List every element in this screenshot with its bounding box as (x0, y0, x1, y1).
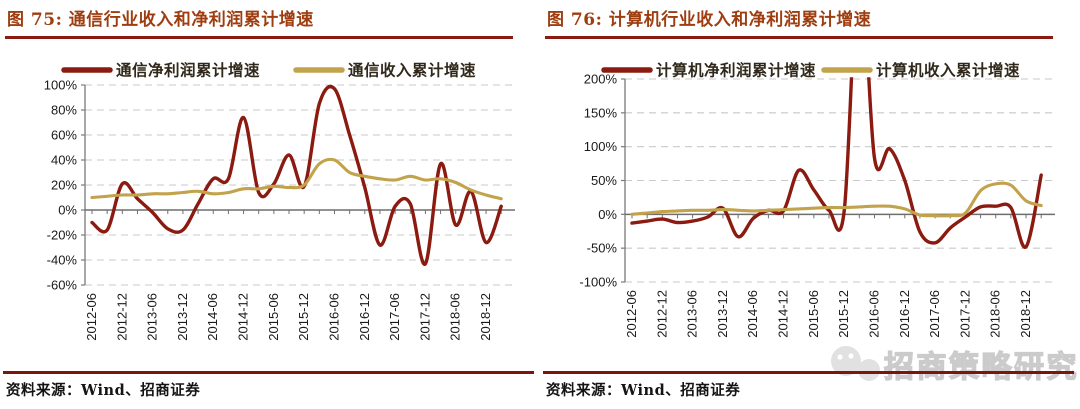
x-tick-labels: 2012-06 2012-12 2013-06 2013-12 2014-06 2014-… (84, 293, 493, 341)
x-tick-label: 2017-06 (387, 293, 402, 341)
y-tick-label: 60% (51, 128, 77, 143)
series-lines (90, 84, 503, 266)
x-tick-label: 2018-06 (988, 290, 1003, 338)
series-lines (630, 77, 1043, 249)
y-tick-label: -20% (47, 228, 78, 243)
figure-76-title: 图 76: 计算机行业收入和净利润累计增速 (547, 10, 872, 30)
y-axis (81, 84, 86, 286)
x-tick-label: 2014-12 (236, 293, 251, 341)
figure-75-source-divider (3, 371, 534, 374)
x-tick-label: 2014-12 (776, 290, 791, 338)
x-tick-label: 2013-06 (145, 293, 160, 341)
y-tick-label: 0% (58, 203, 77, 218)
y-tick-label: -100% (579, 275, 617, 290)
y-tick-label: 80% (51, 103, 77, 118)
y-tick-label: -50% (587, 241, 618, 256)
x-tick-label: 2014-06 (745, 290, 760, 338)
gridlines (625, 78, 1055, 283)
x-tick-label: 2017-12 (957, 290, 972, 338)
legend-label: 计算机收入累计增速 (876, 61, 1020, 80)
x-axis (85, 209, 515, 214)
legend: 计算机净利润累计增速 计算机收入累计增速 (601, 61, 1020, 80)
figure-76-source-divider (543, 371, 1074, 374)
x-tick-label: 2018-12 (1018, 290, 1033, 338)
wechat-logo-icon (858, 359, 880, 381)
figure-76-line-chart: 200% 150% 100% 50% 0% -50% -100% 2012-06 2012-12… (579, 61, 1079, 386)
x-tick-label: 2017-06 (927, 290, 942, 338)
series-line-revenue (630, 181, 1043, 218)
legend: 通信净利润累计增速 通信收入累计增速 (61, 61, 476, 80)
x-axis (625, 213, 1055, 219)
figure-75-title: 图 75: 通信行业收入和净利润累计增速 (7, 10, 314, 30)
figure-76-source: 资料来源：Wind、招商证券 (546, 382, 741, 399)
legend-label: 通信收入累计增速 (348, 61, 476, 80)
x-tick-label: 2016-06 (326, 293, 341, 341)
wechat-logo-eye (848, 353, 854, 359)
y-tick-labels: 100% 80% 60% 40% 20% 0% -20% -40% -60% (44, 78, 78, 293)
x-tick-label: 2016-12 (357, 293, 372, 341)
x-tick-label: 2013-12 (175, 293, 190, 341)
wechat-logo-eye (837, 354, 843, 360)
y-tick-label: -40% (47, 253, 78, 268)
x-tick-label: 2015-12 (836, 290, 851, 338)
x-tick-label: 2012-06 (624, 290, 639, 338)
figure-75-line-chart: 100%80%60%40%20%0%-20%-40%-60%2012-06 201… (44, 61, 515, 341)
series-line-net-profit (90, 84, 503, 266)
x-tick-labels: 2012-06 2012-12 2013-06 2013-12 2014-06 2014-… (624, 290, 1033, 338)
series-line-net-profit (630, 77, 1043, 249)
figure-75-panel: 图 75: 通信行业收入和净利润累计增速 100% 80% 60% 40% 20% 0% -… (3, 10, 534, 399)
x-tick-label: 2012-12 (654, 290, 669, 338)
watermark: 招商策略研究 (831, 346, 1079, 386)
x-tick-label: 2015-06 (266, 293, 281, 341)
x-tick-label: 2018-12 (478, 293, 493, 341)
legend-label: 通信净利润累计增速 (116, 61, 260, 80)
y-tick-label: 50% (591, 173, 617, 188)
y-tick-label: -60% (47, 278, 78, 293)
x-tick-label: 2013-12 (715, 290, 730, 338)
figure-76-panel: 图 76: 计算机行业收入和净利润累计增速 200% 150% 100% 50% 0% -… (540, 0, 1080, 409)
figure-75-title-underline (5, 36, 513, 39)
y-axis (621, 78, 626, 283)
y-tick-label: 150% (584, 105, 618, 120)
y-tick-labels: 200% 150% 100% 50% 0% -50% -100% (579, 72, 617, 290)
legend-label: 计算机净利润累计增速 (656, 61, 816, 80)
y-tick-label: 0% (598, 207, 617, 222)
y-tick-label: 40% (51, 153, 77, 168)
y-tick-label: 20% (51, 178, 77, 193)
y-tick-label: 100% (44, 78, 78, 93)
y-tick-label: 200% (584, 72, 618, 87)
x-tick-label: 2013-06 (685, 290, 700, 338)
x-tick-label: 2016-12 (897, 290, 912, 338)
x-tick-label: 2015-06 (806, 290, 821, 338)
x-tick-label: 2012-12 (114, 293, 129, 341)
x-tick-label: 2014-06 (205, 293, 220, 341)
series-line-revenue (90, 157, 503, 201)
x-tick-label: 2018-06 (448, 293, 463, 341)
watermark-text: 招商策略研究 (884, 350, 1079, 385)
x-tick-label: 2017-12 (417, 293, 432, 341)
x-tick-label: 2016-06 (866, 290, 881, 338)
x-tick-label: 2015-12 (296, 293, 311, 341)
figure-76-title-underline (545, 36, 1053, 39)
figure-75-source: 资料来源：Wind、招商证券 (6, 382, 201, 399)
y-tick-label: 100% (584, 139, 618, 154)
x-tick-label: 2012-06 (84, 293, 99, 341)
wechat-logo-icon (831, 346, 861, 376)
